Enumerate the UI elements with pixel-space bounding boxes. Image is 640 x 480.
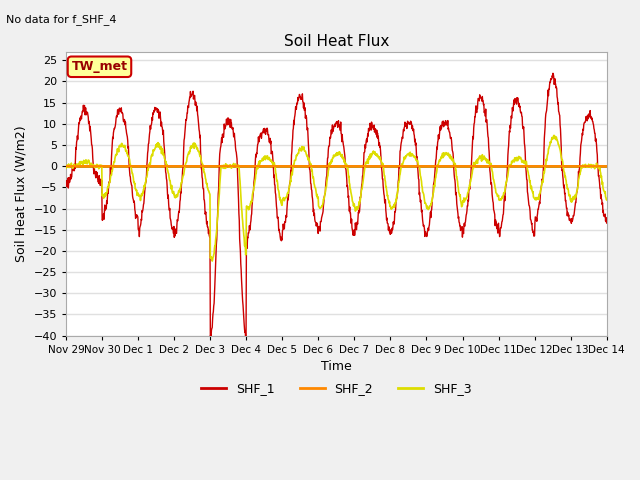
Text: TW_met: TW_met <box>72 60 127 73</box>
Text: No data for f_SHF_4: No data for f_SHF_4 <box>6 14 117 25</box>
Title: Soil Heat Flux: Soil Heat Flux <box>284 34 389 49</box>
X-axis label: Time: Time <box>321 360 352 373</box>
Legend: SHF_1, SHF_2, SHF_3: SHF_1, SHF_2, SHF_3 <box>196 377 477 400</box>
Y-axis label: Soil Heat Flux (W/m2): Soil Heat Flux (W/m2) <box>15 125 28 262</box>
